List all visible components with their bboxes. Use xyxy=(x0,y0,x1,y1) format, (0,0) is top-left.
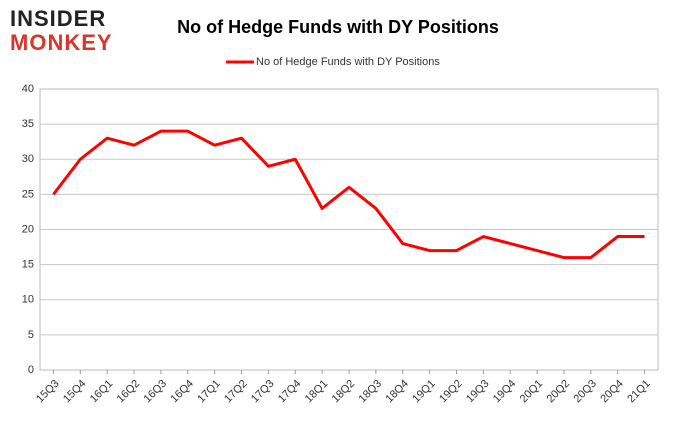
y-tick-label: 40 xyxy=(22,83,34,95)
line xyxy=(52,129,645,260)
logo-top: INSIDER xyxy=(10,6,106,31)
legend-label: No of Hedge Funds with DY Positions xyxy=(256,56,440,68)
y-tick-label: 35 xyxy=(22,118,34,130)
y-tick-label: 10 xyxy=(22,294,34,306)
chart-title: No of Hedge Funds with DY Positions xyxy=(177,17,499,37)
y-tick-label: 20 xyxy=(22,223,34,235)
y-tick-label: 25 xyxy=(22,188,34,200)
y-tick-label: 30 xyxy=(22,153,34,165)
y-tick-label: 5 xyxy=(28,329,34,341)
y-tick-label: 0 xyxy=(28,364,34,376)
logo-bottom: MONKEY xyxy=(10,30,113,55)
y-tick-label: 15 xyxy=(22,259,34,271)
